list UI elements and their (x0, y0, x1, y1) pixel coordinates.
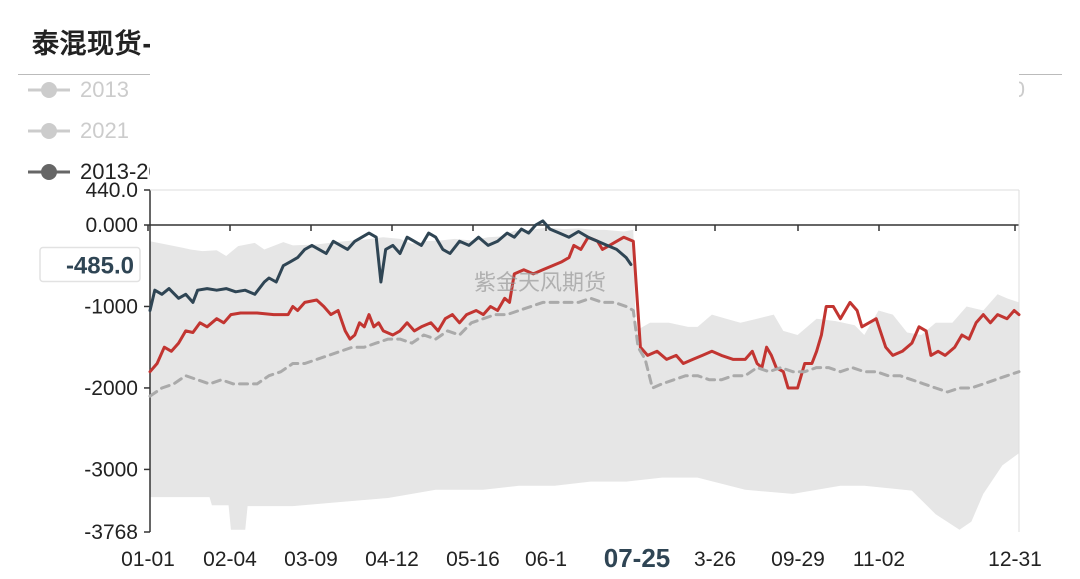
series-2013-2024均值[interactable] (148, 296, 1021, 398)
band-fill (150, 227, 1019, 530)
series-2025[interactable] (148, 219, 633, 312)
legend-marker (41, 82, 57, 98)
legend-label: 2013 (80, 77, 129, 102)
watermark: 紫金天风期货 (474, 270, 606, 295)
x-tick-label: 11-02 (853, 548, 905, 571)
x-tick-label: 04-12 (365, 548, 419, 571)
series-lines[interactable] (148, 219, 1021, 398)
hover-y-label: -485.0 (39, 246, 141, 283)
y-tick-label: -2000 (84, 377, 138, 400)
hover-x-label: 07-25 (595, 540, 679, 576)
x-tick-label: 09-29 (771, 548, 825, 571)
x-tick-label: 02-04 (203, 548, 257, 571)
max-min-band (150, 0, 1019, 530)
hover-y-value: -485.0 (66, 253, 134, 280)
legend-item-2021[interactable]: 2021 (28, 118, 129, 143)
x-tick-label: 05-16 (446, 548, 500, 571)
hover-indicators: -485.0 07-25 (39, 246, 679, 576)
x-tick-label: 3-26 (694, 548, 736, 571)
x-tick-label: 03-09 (284, 548, 338, 571)
x-tick-label: 06-1 (525, 548, 567, 571)
y-tick-label: 0.000 (85, 214, 138, 237)
y-tick-label: -3768 (84, 521, 138, 544)
hover-x-value: 07-25 (604, 543, 671, 573)
y-tick-label: 440.0 (85, 179, 138, 202)
y-tick-label: -1000 (84, 295, 138, 318)
x-tick-label: 01-01 (121, 548, 175, 571)
band-clip-top (150, 0, 1019, 190)
legend-label: 2021 (80, 118, 129, 143)
legend-item-2013[interactable]: 2013 (28, 77, 129, 102)
hover-y-label-box (39, 246, 141, 283)
hover-x-label-box (595, 540, 679, 576)
legend-marker (41, 123, 57, 139)
legend-marker (41, 164, 57, 180)
y-tick-label: -3000 (84, 458, 138, 481)
axes: 440.0 0.000 -1000 -2000 -3000 -3768 01-01 02-04… (84, 179, 1042, 571)
x-tick-label: 12-31 (988, 548, 1042, 571)
